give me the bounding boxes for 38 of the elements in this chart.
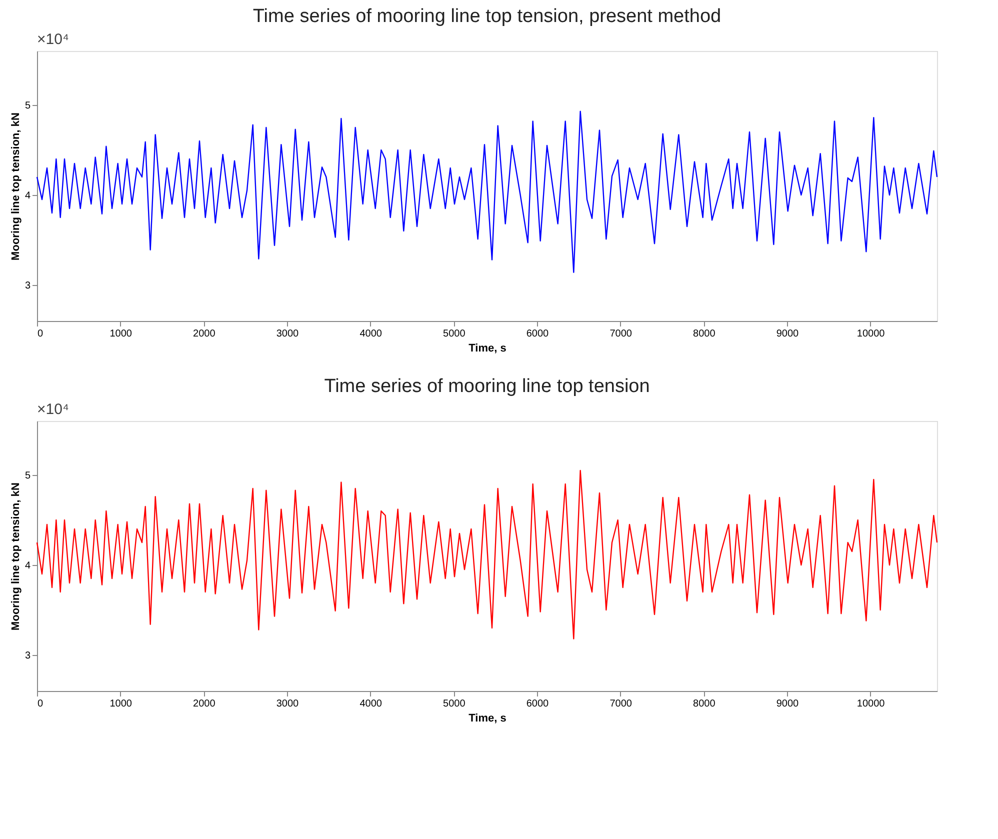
- x-axis-title: Time, s: [468, 712, 506, 724]
- text: ×10⁴: [37, 401, 69, 418]
- x-tick-label: 2000: [193, 328, 216, 340]
- y-axis-title: Mooring line top tension, kN: [10, 482, 22, 630]
- y-tick-label: 5: [24, 470, 31, 482]
- x-tick-label: 4000: [360, 698, 382, 710]
- chart-title: Time series of mooring line top tension, present method: [252, 6, 722, 27]
- x-tick-label: 3000: [276, 328, 300, 340]
- x-tick-label: 2000: [193, 698, 216, 710]
- x-tick-label: 7000: [610, 698, 632, 710]
- x-tick-label: 3000: [276, 698, 300, 710]
- x-tick-label: 7000: [610, 328, 632, 340]
- y-tick-label: 4: [24, 190, 31, 202]
- y-tick-label: 3: [24, 650, 31, 662]
- x-tick-label: 0: [38, 328, 44, 340]
- x-tick-label: 6000: [526, 328, 550, 340]
- x-tick-label: 1000: [110, 328, 132, 340]
- x-tick-label: 5000: [443, 698, 466, 710]
- line-series: [36, 110, 938, 273]
- line-series: [36, 470, 938, 640]
- y-tick-label: 3: [24, 280, 31, 292]
- y-tick-label: 4: [24, 560, 31, 572]
- x-tick-label: 1000: [110, 698, 132, 710]
- text: ×10⁴: [37, 31, 69, 48]
- x-tick-label: 5000: [443, 328, 466, 340]
- x-tick-label: 9000: [776, 698, 800, 710]
- x-axis-title: Time, s: [468, 342, 506, 354]
- x-tick-label: 10000: [856, 328, 886, 340]
- y-tick-label: 5: [24, 100, 31, 112]
- y-axis-title: Mooring line top tension, kN: [10, 112, 22, 260]
- x-tick-label: 4000: [360, 328, 382, 340]
- x-tick-label: 9000: [776, 328, 800, 340]
- x-tick-label: 0: [38, 698, 44, 710]
- x-tick-label: 6000: [526, 698, 550, 710]
- x-tick-label: 10000: [856, 698, 886, 710]
- x-tick-label: 8000: [693, 328, 716, 340]
- chart-title: Time series of mooring line top tension: [324, 376, 650, 397]
- x-tick-label: 8000: [693, 698, 716, 710]
